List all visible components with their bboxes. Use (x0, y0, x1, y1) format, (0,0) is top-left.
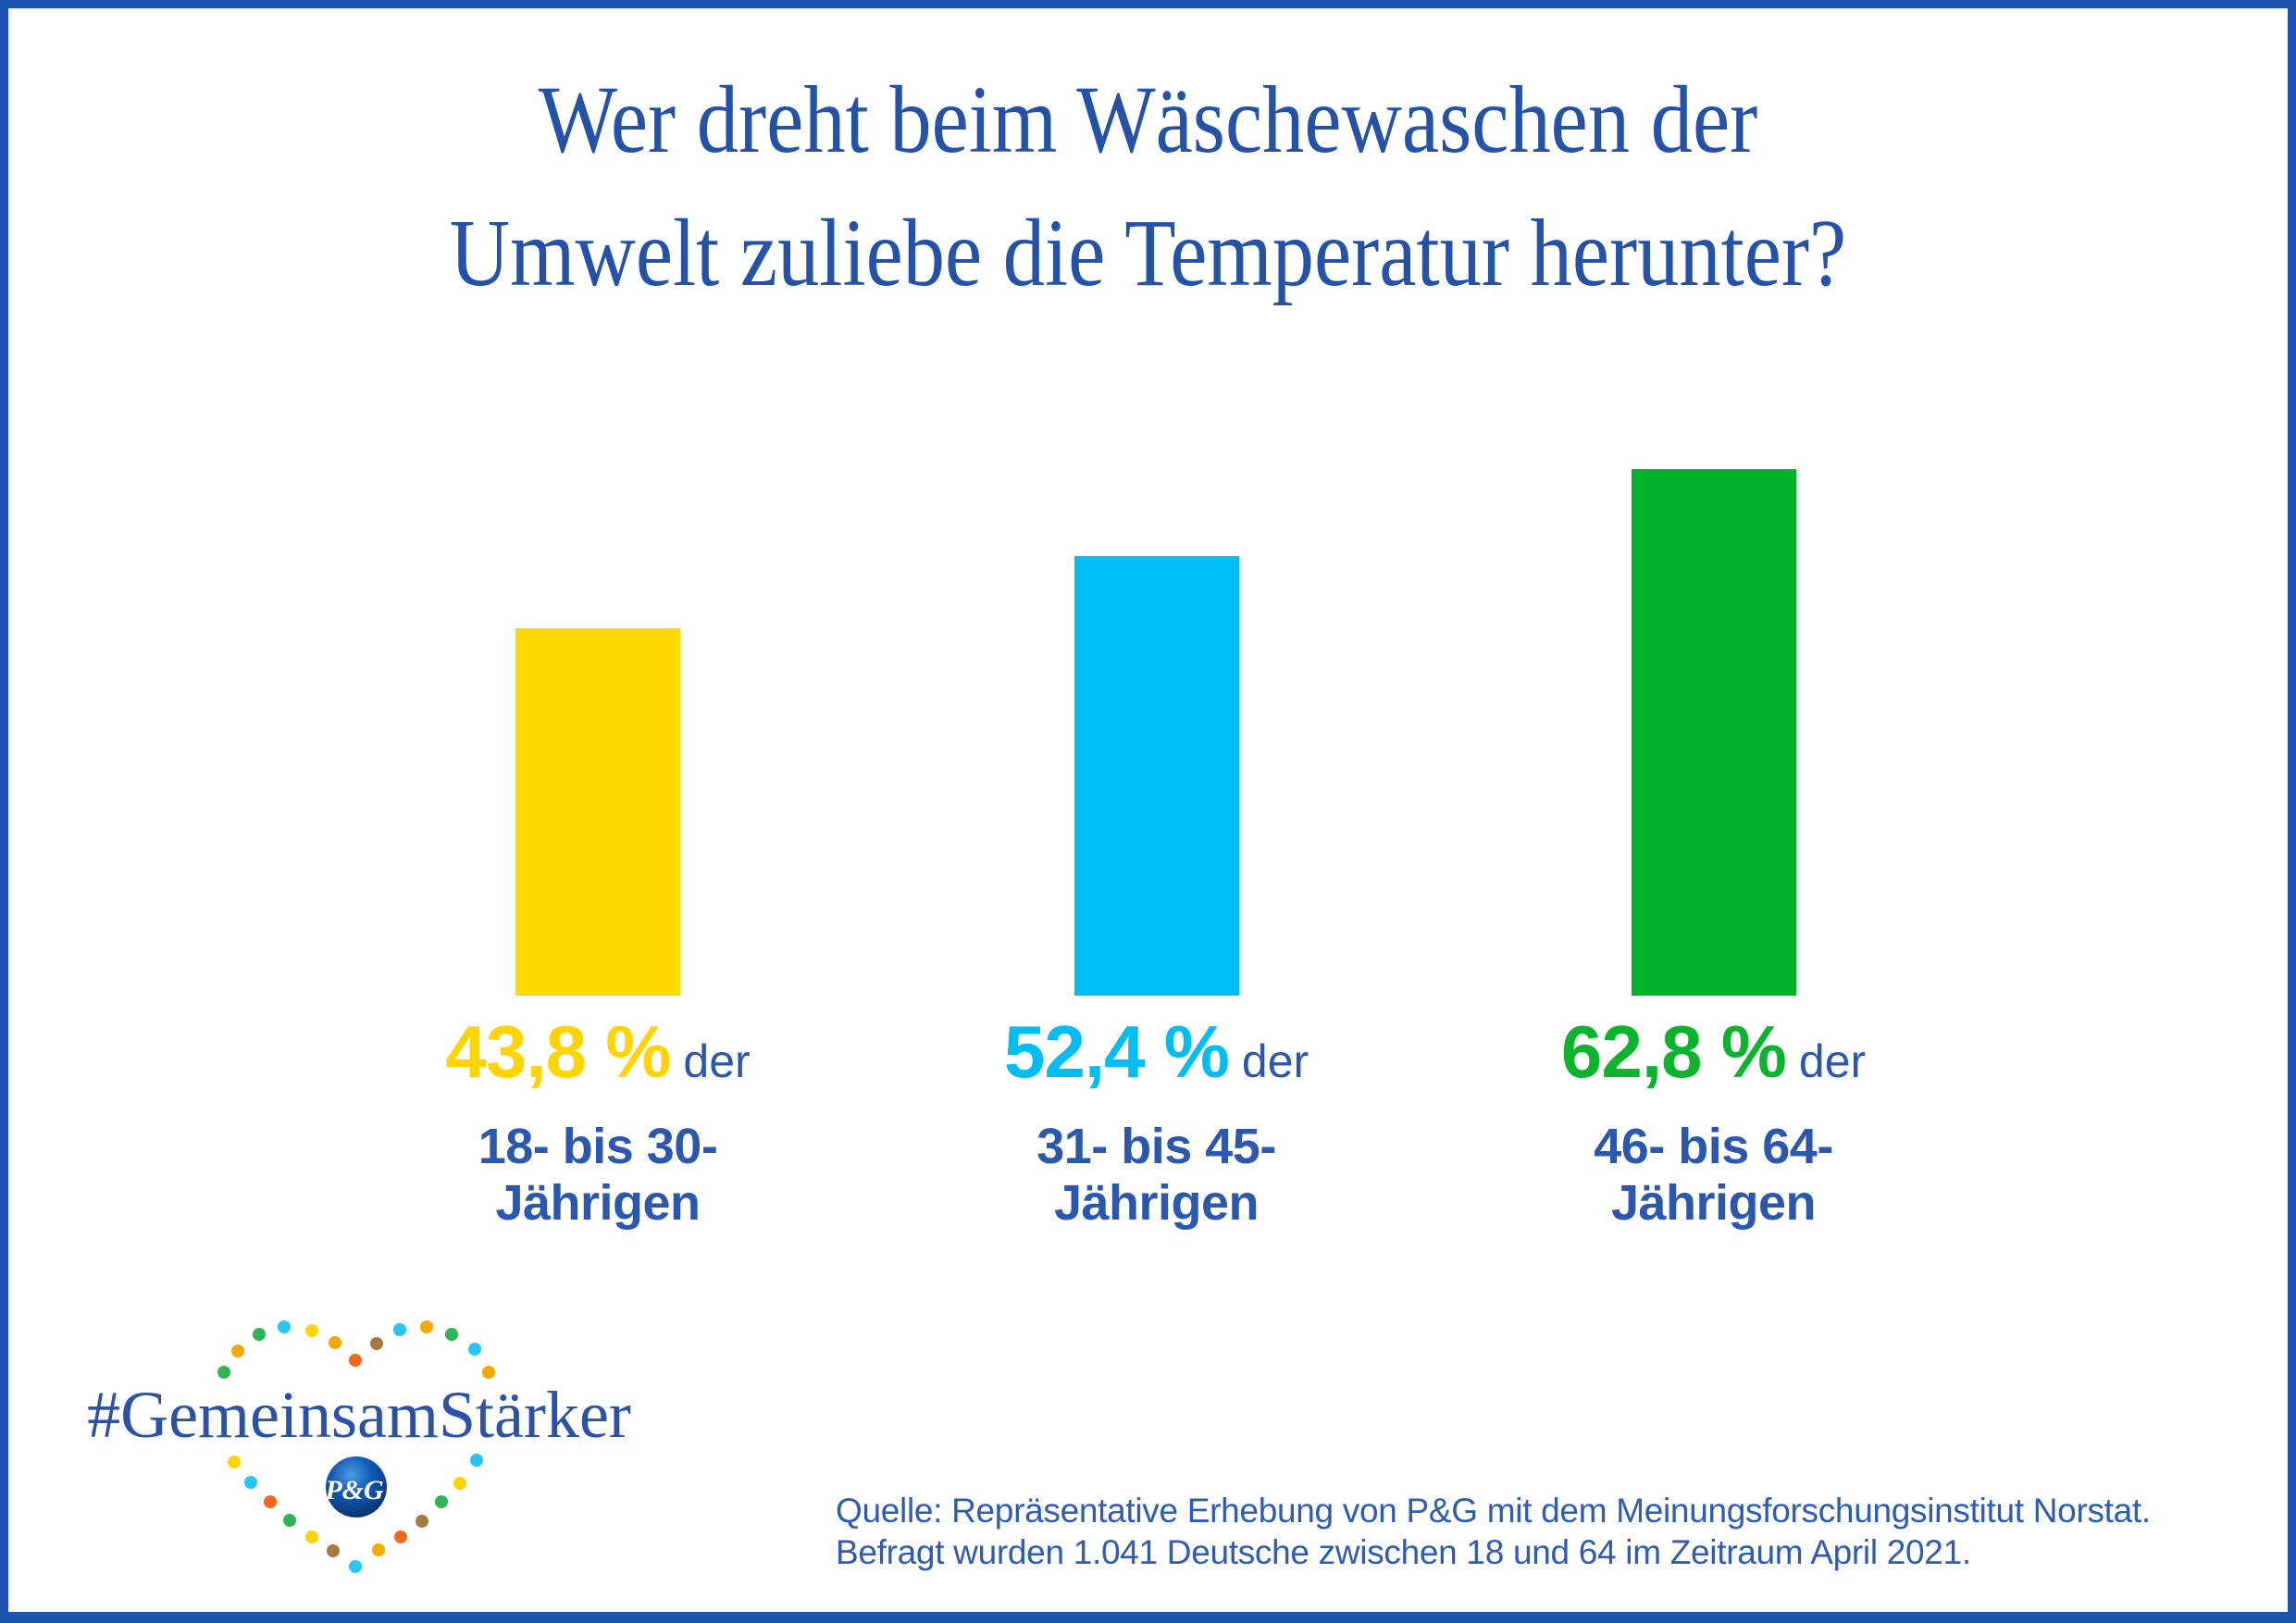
source-note: Quelle: Repräsentative Erhebung von P&G … (836, 1490, 2151, 1573)
heart-dot (253, 1328, 266, 1341)
value-label-31-45: 52,4 % (1003, 1010, 1230, 1093)
hashtag-gemeinsamstaerker: #GemeinsamStärker (87, 1378, 631, 1452)
heart-dot (217, 1366, 230, 1379)
pg-logo-monogram: P&G (324, 1475, 384, 1505)
value-suffix-31-45: der (1241, 1035, 1309, 1087)
heart-dot (445, 1328, 458, 1341)
bar-label-31-45: 52,4 % der 31- bis 45- Jährigen (861, 1012, 1453, 1232)
heart-dot (394, 1530, 407, 1543)
heart-dot (349, 1354, 362, 1367)
heart-dots (217, 1320, 495, 1573)
heart-dot (416, 1515, 428, 1528)
heart-dot (393, 1323, 406, 1336)
heart-dot (372, 1543, 385, 1556)
category-label-31-45-line1: 31- bis 45- (1036, 1119, 1276, 1174)
bar-46-64 (1631, 469, 1796, 996)
heart-dot (231, 1344, 244, 1357)
category-label-18-30-line1: 18- bis 30- (478, 1119, 718, 1174)
heart-dot (264, 1495, 277, 1508)
value-suffix-18-30: der (683, 1035, 751, 1087)
chart-title: Wer dreht beim Wäschewaschen der Umwelt … (149, 54, 2146, 320)
heart-dot (349, 1560, 362, 1573)
heart-dot (370, 1337, 383, 1350)
heart-dot (228, 1456, 241, 1468)
value-label-18-30: 43,8 % (445, 1010, 671, 1093)
chart-title-line1: Wer dreht beim Wäschewaschen der (538, 67, 1758, 173)
source-line1: Quelle: Repräsentative Erhebung von P&G … (836, 1492, 2151, 1530)
heart-dot (468, 1343, 481, 1356)
bar-label-18-30: 43,8 % der 18- bis 30- Jährigen (302, 1012, 894, 1232)
category-label-46-64-line2: Jährigen (1610, 1175, 1817, 1231)
heart-dot (420, 1320, 433, 1333)
pg-logo-sphere (326, 1456, 387, 1518)
heart-dot (305, 1530, 318, 1543)
heart-dot (482, 1366, 495, 1379)
heart-dot (435, 1495, 448, 1508)
value-suffix-46-64: der (1798, 1035, 1867, 1087)
value-label-46-64: 62,8 % (1560, 1010, 1787, 1093)
heart-dot (453, 1477, 466, 1490)
heart-dot (278, 1320, 291, 1333)
heart-dot (327, 1544, 340, 1557)
category-label-18-30-line2: Jährigen (495, 1175, 701, 1231)
heart-dot (283, 1514, 296, 1527)
bar-label-46-64: 62,8 % der 46- bis 64- Jährigen (1418, 1012, 2010, 1232)
heart-dot (470, 1454, 483, 1467)
chart-title-line2: Umwelt zuliebe die Temperatur herunter? (449, 200, 1847, 306)
heart-dot (244, 1476, 257, 1489)
bar-31-45 (1074, 556, 1239, 996)
heart-dot (305, 1324, 318, 1337)
bar-18-30 (515, 628, 680, 996)
heart-dot (329, 1336, 341, 1349)
category-label-46-64-line1: 46- bis 64- (1594, 1119, 1833, 1174)
category-label-31-45-line2: Jährigen (1053, 1175, 1260, 1231)
source-line2: Befragt wurden 1.041 Deutsche zwischen 1… (836, 1533, 1971, 1571)
